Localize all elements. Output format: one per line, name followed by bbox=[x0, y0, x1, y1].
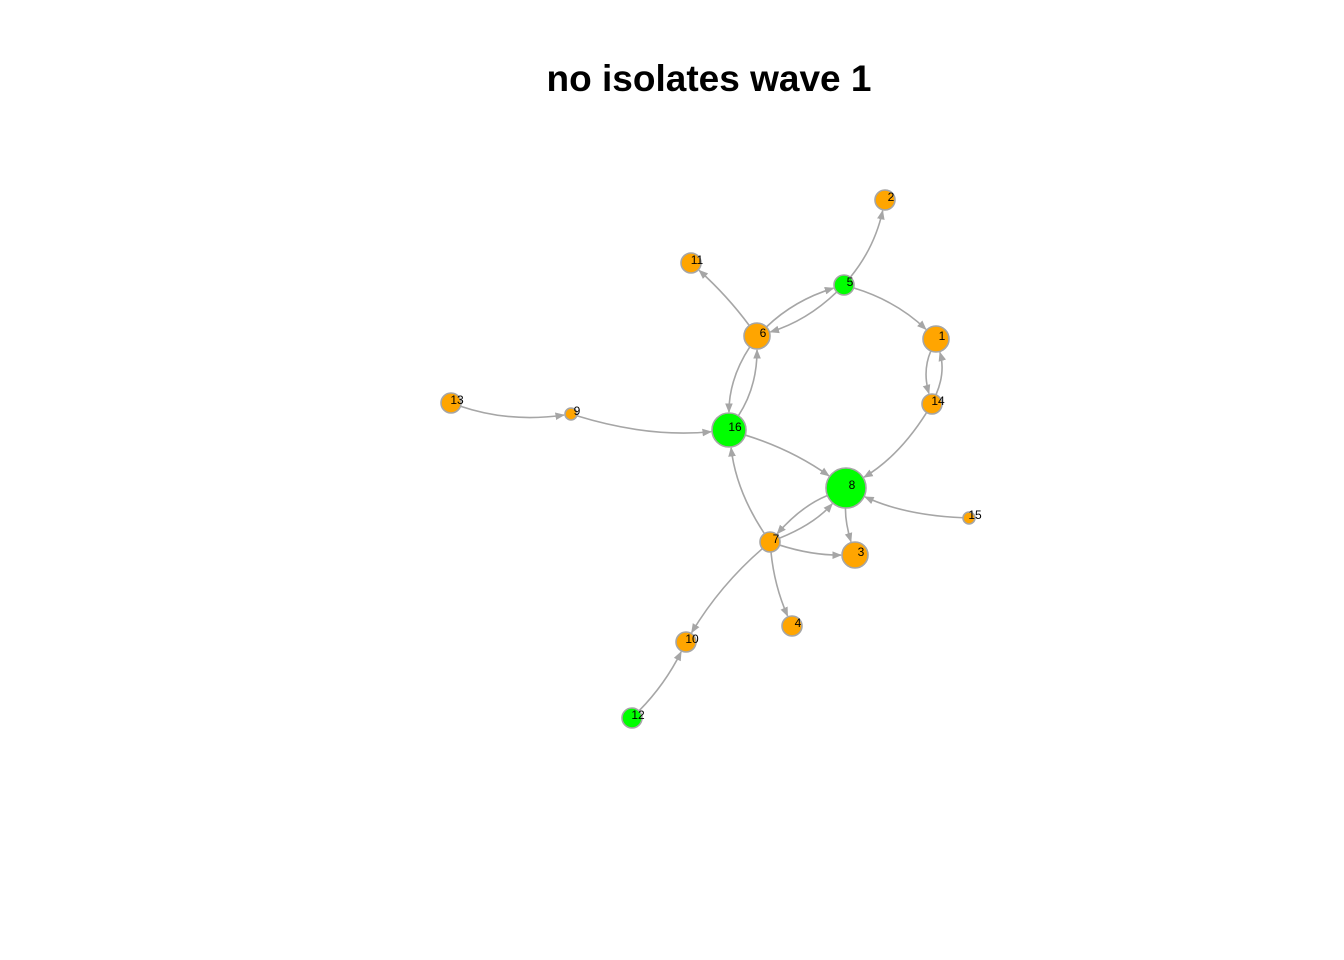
node-6 bbox=[743, 322, 771, 350]
node-label-12: 12 bbox=[631, 708, 645, 722]
edge-8-to-3 bbox=[844, 507, 853, 543]
edges-layer bbox=[460, 209, 964, 712]
edge-15-to-8 bbox=[864, 496, 964, 519]
node-7 bbox=[759, 531, 781, 553]
edge-9-to-16 bbox=[576, 414, 713, 437]
node-label-11: 11 bbox=[691, 253, 704, 267]
edge-16-to-6 bbox=[737, 349, 761, 417]
node-label-13: 13 bbox=[450, 393, 464, 407]
node-14 bbox=[921, 393, 943, 415]
edge-16-to-8 bbox=[744, 434, 830, 477]
node-label-3: 3 bbox=[858, 545, 865, 559]
edge-6-to-11 bbox=[698, 269, 750, 327]
edge-6-to-5 bbox=[765, 287, 835, 328]
edge-7-to-3 bbox=[779, 544, 842, 559]
node-9 bbox=[564, 407, 578, 421]
node-label-6: 6 bbox=[760, 326, 767, 340]
node-13 bbox=[440, 392, 462, 414]
edge-5-to-1 bbox=[853, 287, 927, 330]
edge-7-to-16 bbox=[728, 446, 766, 535]
node-label-4: 4 bbox=[795, 616, 802, 630]
node-8 bbox=[825, 467, 867, 509]
node-label-2: 2 bbox=[888, 190, 895, 204]
node-5 bbox=[833, 274, 855, 296]
edge-13-to-9 bbox=[460, 405, 566, 421]
node-3 bbox=[841, 541, 869, 569]
node-2 bbox=[874, 189, 896, 211]
node-1 bbox=[922, 325, 950, 353]
edge-14-to-1 bbox=[935, 351, 947, 396]
node-label-7: 7 bbox=[773, 532, 780, 546]
node-label-5: 5 bbox=[847, 275, 854, 289]
edge-5-to-6 bbox=[769, 291, 838, 334]
node-label-9: 9 bbox=[574, 404, 581, 418]
edge-6-to-16 bbox=[725, 346, 751, 413]
edge-14-to-8 bbox=[863, 412, 928, 478]
edge-7-to-10 bbox=[690, 547, 763, 634]
edge-12-to-10 bbox=[638, 651, 682, 712]
edge-5-to-2 bbox=[849, 209, 885, 278]
node-10 bbox=[675, 631, 697, 653]
node-label-1: 1 bbox=[939, 329, 946, 343]
edge-7-to-4 bbox=[770, 551, 789, 617]
node-16 bbox=[711, 412, 747, 448]
page-title: no isolates wave 1 bbox=[546, 58, 872, 99]
edge-1-to-14 bbox=[922, 350, 932, 395]
node-label-15: 15 bbox=[968, 508, 982, 522]
node-label-16: 16 bbox=[728, 420, 742, 434]
node-12 bbox=[621, 707, 643, 729]
node-4 bbox=[781, 615, 803, 637]
nodes-layer bbox=[440, 189, 976, 729]
node-11 bbox=[680, 252, 702, 274]
edge-8-to-7 bbox=[776, 494, 828, 535]
node-label-14: 14 bbox=[931, 394, 945, 408]
node-label-10: 10 bbox=[685, 632, 699, 646]
node-15 bbox=[962, 511, 976, 525]
edge-7-to-8 bbox=[778, 503, 833, 540]
node-label-8: 8 bbox=[849, 478, 856, 492]
